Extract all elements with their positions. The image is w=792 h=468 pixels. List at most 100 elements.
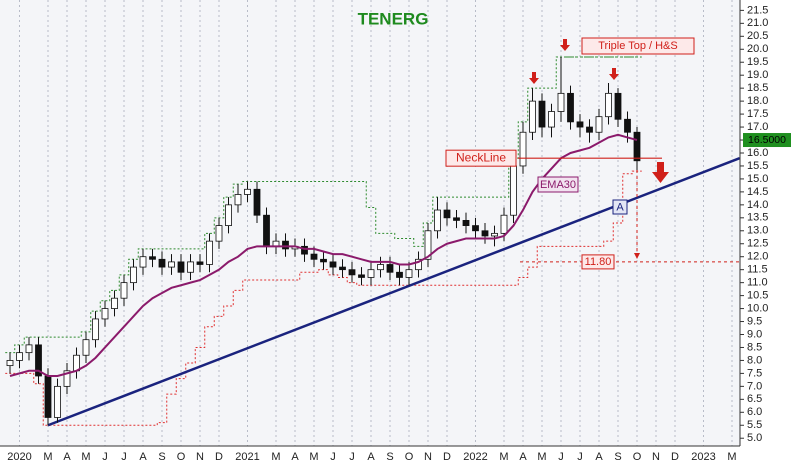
candle-body [301, 245, 308, 255]
y-tick-label: 17.5 [747, 108, 768, 120]
x-tick-label: N [196, 451, 204, 463]
y-tick-label: 21.5 [747, 4, 768, 16]
candle-body [73, 354, 80, 372]
candle-body [339, 266, 346, 271]
candle-body [605, 92, 612, 118]
x-tick-label: O [177, 451, 186, 463]
candle-body [149, 256, 156, 260]
x-tick-label: O [405, 451, 414, 463]
chart-title: TENERG [358, 9, 429, 28]
y-tick-label: 17.0 [747, 121, 768, 133]
y-tick-label: 14.0 [747, 199, 768, 211]
y-tick-label: 12.5 [747, 238, 768, 250]
candle-body [443, 209, 451, 219]
x-tick-label: 2022 [463, 451, 487, 463]
candle-body [624, 118, 631, 133]
candle-body [44, 375, 52, 418]
candle-body [548, 111, 555, 128]
trend-box [612, 199, 628, 215]
x-tick-label: M [43, 451, 52, 463]
candle-body [538, 100, 546, 128]
candle-body [453, 217, 460, 221]
x-tick-label: N [424, 451, 432, 463]
x-tick-label: S [614, 451, 621, 463]
candle-body [405, 269, 413, 278]
candle-body [63, 370, 71, 387]
x-tick-label: 2021 [235, 451, 259, 463]
candle-body [614, 92, 622, 120]
candle-body [35, 344, 42, 377]
candle-body [386, 264, 394, 273]
candle-body [348, 269, 356, 276]
candle-body [253, 188, 261, 216]
pattern-label: Triple Top / H&S [598, 40, 677, 52]
x-tick-label: 2023 [691, 451, 715, 463]
candle-body [25, 344, 33, 354]
y-tick-label: 7.0 [747, 380, 762, 392]
arrow [529, 72, 539, 84]
candle-body [367, 269, 375, 278]
x-tick-label: A [291, 451, 299, 463]
candle-body [310, 253, 318, 260]
x-tick-label: A [367, 451, 375, 463]
x-tick-label: A [139, 451, 147, 463]
x-tick-label: M [81, 451, 90, 463]
x-tick-label: M [537, 451, 546, 463]
candle-body [206, 240, 213, 265]
candle-body [481, 230, 489, 237]
y-tick-label: 11.5 [747, 264, 768, 276]
x-tick-label: D [215, 451, 223, 463]
x-tick-label: J [330, 451, 336, 463]
x-tick-label: J [558, 451, 564, 463]
candle-body [101, 308, 109, 320]
x-tick-label: J [102, 451, 108, 463]
y-tick-label: 5.0 [747, 432, 762, 444]
y-tick-label: 11.0 [747, 277, 768, 289]
x-tick-label: M [499, 451, 508, 463]
y-tick-label: 19.5 [747, 56, 768, 68]
candle-body [225, 204, 232, 226]
candle-body [586, 126, 593, 133]
axis-background [740, 0, 792, 468]
y-tick-label: 5.5 [747, 419, 762, 431]
x-tick-label: J [349, 451, 355, 463]
candle-body [576, 121, 584, 128]
y-tick-label: 12.0 [747, 251, 768, 263]
x-tick-label: O [633, 451, 642, 463]
y-tick-label: 18.0 [747, 95, 768, 107]
candle-body [320, 258, 327, 263]
x-tick-label: A [63, 451, 71, 463]
target-label: 11.80 [585, 256, 612, 268]
y-tick-label: 7.5 [747, 367, 762, 379]
x-tick-label: N [652, 451, 660, 463]
y-tick-label: 18.5 [747, 82, 768, 94]
candle-body [130, 266, 137, 284]
candle-body [177, 261, 185, 273]
x-tick-label: S [158, 451, 165, 463]
candle-body [415, 258, 422, 271]
candle-body [158, 258, 166, 268]
ema-label: EMA30 [540, 179, 576, 191]
arrow [652, 162, 669, 183]
candle-body [16, 352, 23, 361]
candle-body [215, 225, 223, 242]
y-tick-label: 19.0 [747, 69, 768, 81]
candle-body [187, 261, 194, 273]
y-tick-label: 20.5 [747, 30, 768, 42]
candle-body [234, 194, 242, 206]
candle-body [358, 274, 365, 278]
x-tick-label: A [519, 451, 527, 463]
candle-body [491, 232, 498, 237]
candle-body [567, 92, 574, 123]
y-tick-label: 15.0 [747, 173, 768, 185]
candle-body [111, 297, 118, 309]
y-tick-label: 8.5 [747, 341, 762, 353]
arrow [609, 68, 619, 80]
candle-body [424, 230, 432, 260]
candle-body [500, 214, 508, 234]
candle-body [92, 318, 99, 341]
candle-body [329, 261, 337, 268]
last-price-box [743, 133, 791, 148]
